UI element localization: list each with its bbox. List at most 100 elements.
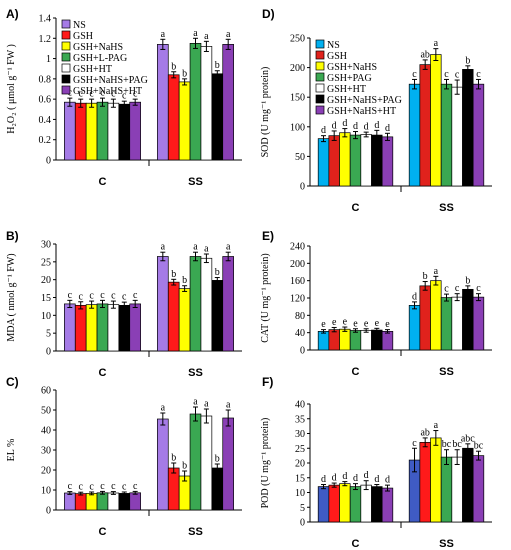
legend-label: GSH [73, 31, 93, 42]
y-tick-label: 0 [46, 156, 51, 167]
significance-label: a [434, 420, 439, 431]
legend-swatch [61, 63, 71, 73]
bar [451, 296, 463, 351]
bar [328, 484, 340, 523]
significance-label: c [78, 482, 83, 493]
category-label: SS [439, 366, 454, 378]
bar [349, 486, 362, 523]
bar [96, 492, 109, 511]
significance-label: c [455, 70, 460, 81]
panel-letter: A) [6, 7, 19, 21]
significance-label: b [171, 269, 176, 280]
legend-swatch [315, 94, 325, 104]
bar [317, 486, 330, 523]
y-tick-label: 0 [300, 518, 305, 529]
bar [381, 487, 394, 523]
legend-swatch [61, 41, 71, 51]
legend-swatch [61, 19, 71, 29]
bar [189, 413, 202, 511]
significance-label: c [412, 438, 417, 449]
bar [462, 447, 474, 523]
significance-label: a [193, 242, 198, 253]
legend-swatch [315, 50, 325, 60]
bar [129, 492, 141, 511]
significance-label: b [215, 60, 220, 71]
panel-letter: C) [6, 375, 19, 389]
y-tick-label: 20 [41, 466, 51, 477]
y-tick-label: 1.4 [39, 14, 52, 25]
y-tick-label: 60 [41, 386, 51, 397]
bar [64, 303, 76, 352]
legend-swatch [61, 52, 71, 62]
significance-label: d [321, 125, 326, 136]
significance-label: c [444, 284, 449, 295]
bar [74, 304, 87, 352]
significance-label: c [412, 69, 417, 80]
bar [317, 331, 330, 351]
bar [200, 415, 213, 511]
y-tick-label: 200 [290, 63, 305, 74]
significance-label: b [465, 275, 470, 286]
y-axis-label: SOD (U mg⁻¹ protein) [260, 67, 271, 158]
bar [430, 280, 442, 351]
bar [472, 83, 485, 187]
panel-letter: E) [262, 229, 274, 243]
bar [157, 44, 169, 161]
significance-label: d [342, 471, 347, 482]
bar [222, 417, 234, 511]
chart-panel-5: E) 0 40 80 120 160 200 240 CAT (U mg⁻¹ protein) e… [260, 229, 492, 378]
bar [64, 492, 76, 511]
y-tick-label: 120 [290, 294, 305, 305]
bar [472, 296, 485, 351]
category-label: SS [188, 526, 203, 538]
panel-letter: B) [6, 229, 19, 243]
bar [408, 305, 421, 351]
significance-label: c [476, 69, 481, 80]
bar [107, 304, 120, 352]
bar [157, 418, 169, 511]
significance-label: c [133, 290, 138, 301]
bar [129, 303, 141, 352]
significance-label: c [100, 88, 105, 99]
y-tick-label: 0 [46, 506, 51, 517]
y-tick-label: 15 [295, 473, 305, 484]
bar [440, 297, 453, 351]
bar [167, 74, 180, 161]
category-label: C [352, 202, 360, 214]
y-tick-label: 25 [41, 257, 51, 268]
y-tick-label: 80 [295, 311, 305, 322]
bar [371, 486, 383, 523]
bar [381, 136, 394, 187]
significance-label: c [100, 290, 105, 301]
significance-label: a [226, 242, 231, 253]
legend-swatch [61, 85, 71, 95]
significance-label: c [100, 481, 105, 492]
y-tick-label: 40 [295, 328, 305, 339]
bar [200, 46, 213, 161]
significance-label: d [374, 474, 379, 485]
significance-label: ab [420, 427, 429, 438]
bar [339, 483, 351, 523]
significance-label: a [434, 38, 439, 49]
significance-label: d [364, 122, 369, 133]
bar [371, 134, 383, 187]
bar [74, 102, 87, 161]
significance-label: b [182, 461, 187, 472]
legend-swatch [315, 105, 325, 115]
y-tick-label: 5 [300, 503, 305, 514]
category-label: SS [439, 202, 454, 214]
bar [178, 81, 191, 161]
significance-label: d [353, 473, 358, 484]
y-tick-label: 0 [300, 182, 305, 193]
legend-swatch [61, 74, 71, 84]
significance-label: bc [442, 439, 452, 450]
y-tick-label: 35 [295, 414, 305, 425]
y-tick-label: 250 [290, 34, 305, 45]
bar [430, 54, 442, 187]
y-tick-label: 50 [41, 406, 51, 417]
bar [107, 492, 120, 511]
bar [451, 456, 463, 523]
legend-label: GSH+NaHS+HT [73, 86, 142, 97]
